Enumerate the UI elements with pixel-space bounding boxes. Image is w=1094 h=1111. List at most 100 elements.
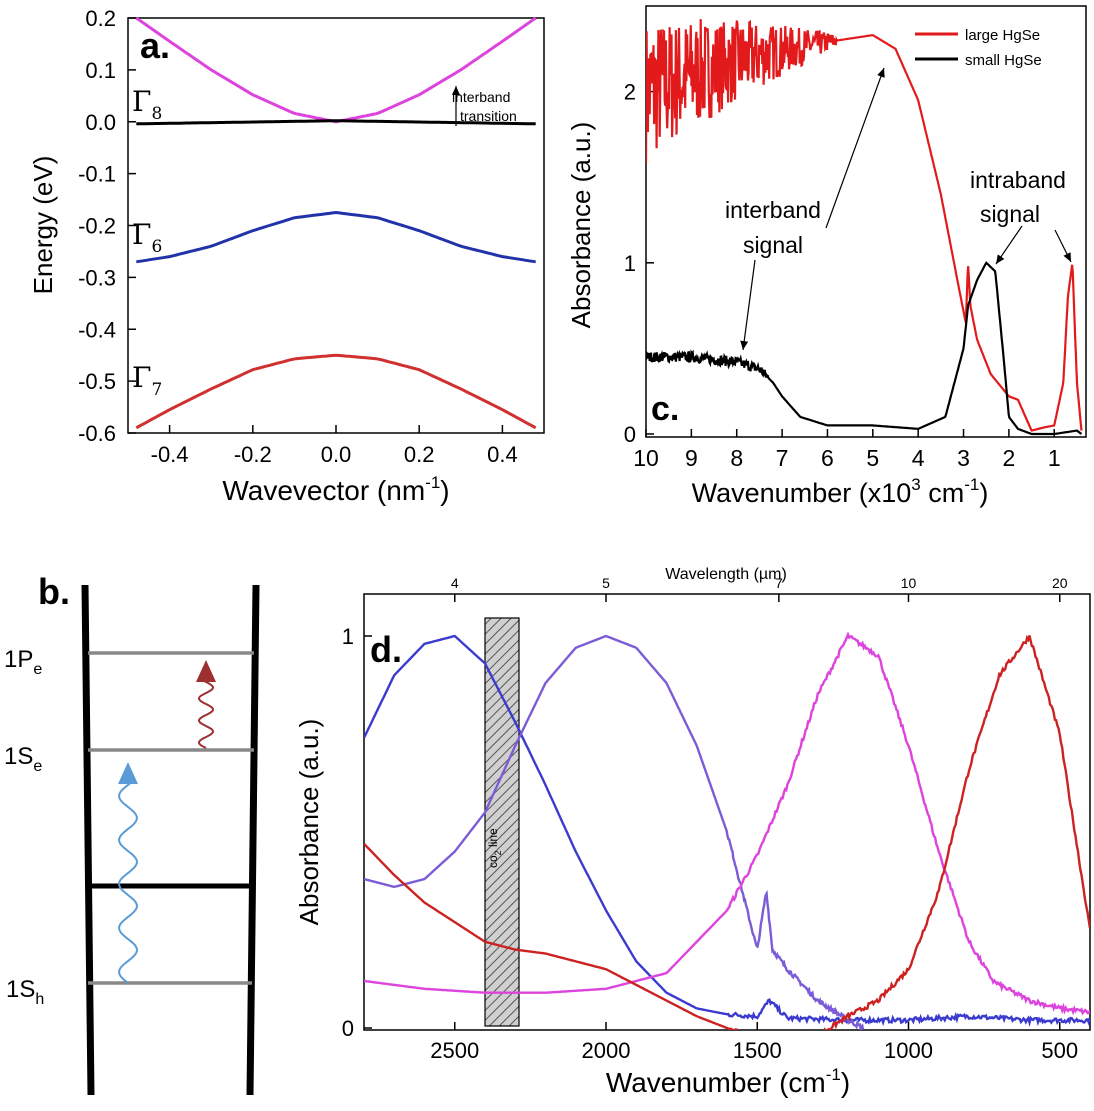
- panel-d-xtick-label: 500: [1041, 1038, 1078, 1063]
- panel-a-ytick-label: 0.1: [85, 58, 116, 83]
- band-curve-2: [136, 210, 536, 264]
- panel-d-xtick-label: 1500: [733, 1038, 782, 1063]
- level-label-1se: 1Se: [4, 743, 42, 775]
- panel-d-label: d.: [370, 629, 402, 670]
- panel-a-ytick-label: -0.1: [78, 162, 116, 187]
- panel-a-xlabel: Wavevector (nm-1): [222, 473, 449, 506]
- panel-a-ylabel: Energy (eV): [28, 156, 58, 295]
- panel-b-label: b.: [38, 571, 70, 612]
- co2-line-label: co2 line: [486, 828, 503, 868]
- panel-c-legend: large HgSe small HgSe: [915, 27, 1042, 69]
- panel-a-xtick-label: 0.2: [404, 442, 435, 467]
- panel-d-top-tick-label: 10: [901, 575, 917, 591]
- intraband-arrow-small: [995, 225, 1023, 265]
- co2-band: [484, 617, 520, 1027]
- panel-d-xtick-label: 2500: [430, 1038, 479, 1063]
- panel-d-curves: [364, 631, 1090, 1030]
- panel-d-top-axis-label: Wavelength (µm): [665, 566, 787, 583]
- panel-c-xtick-label: 2: [1002, 445, 1015, 471]
- panel-a-annotation-line1: interband: [452, 89, 510, 105]
- panel-c-curves: [646, 19, 1083, 436]
- panel-a-ticks: -0.4 -0.2 0.0 0.2 0.4 0.2 0.1 0.0 -0.1 -0.2 -0.3 -0…: [78, 6, 518, 467]
- absorption-curve-0: [364, 634, 1090, 1028]
- panel-a-xtick-label: -0.4: [151, 442, 189, 467]
- intraband-annotation-line1: intraband: [970, 167, 1066, 193]
- panel-a-frame: [127, 17, 545, 434]
- panel-c-xtick-label: 4: [912, 445, 925, 471]
- panel-d-top-tick-label: 5: [602, 575, 610, 591]
- panel-c-ylabel: Absorbance (a.u.): [566, 122, 596, 329]
- panel-b: b. 1Pe 1Se 1Sh: [4, 571, 260, 1096]
- spectrum-large: [646, 19, 1083, 432]
- absorption-curve-2: [364, 631, 1090, 1016]
- panel-d-top-tick-label: 4: [451, 575, 459, 591]
- panel-c-xtick-label: 6: [821, 445, 834, 471]
- intraband-photon-arrow: [197, 679, 215, 749]
- panel-d-ytick-label: 0: [342, 1016, 354, 1041]
- panel-a-ytick-label: -0.3: [78, 265, 116, 290]
- panel-c-xtick-label: 9: [685, 445, 698, 471]
- panel-a-ytick-label: 0.2: [85, 6, 116, 31]
- panel-a-ytick-label: -0.4: [78, 317, 116, 342]
- panel-d-xtick-label: 1000: [884, 1038, 933, 1063]
- panel-d-ylabel: Absorbance (a.u.): [294, 719, 324, 926]
- level-label-1pe: 1Pe: [4, 646, 42, 678]
- intraband-arrow-large: [1054, 229, 1072, 263]
- panel-c-ytick-label: 0: [624, 422, 636, 447]
- panel-c-xtick-label: 10: [633, 445, 659, 471]
- absorption-curve-3: [364, 635, 1090, 1030]
- panel-c-xtick-label: 8: [730, 445, 743, 471]
- potential-wall-left: [81, 584, 95, 1096]
- intraband-photon-arrow-head: [196, 660, 216, 682]
- interband-annotation-line1: interband: [725, 197, 821, 223]
- band-label-gamma8: Γ8: [132, 85, 162, 124]
- panel-d-top-tick-label: 20: [1052, 575, 1068, 591]
- panel-d-top-tick-label: 7: [775, 575, 783, 591]
- interband-photon-arrow: [117, 781, 139, 984]
- panel-a-ytick-label: -0.5: [78, 369, 116, 394]
- potential-wall-right: [246, 584, 260, 1096]
- panel-c-ytick-label: 1: [624, 251, 636, 276]
- panel-a-xtick-label: 0.0: [321, 442, 352, 467]
- band-curve-1: [136, 119, 536, 126]
- panel-a-xtick-label: 0.4: [487, 442, 518, 467]
- interband-arrow-large: [825, 67, 885, 229]
- panel-d-frame: [363, 593, 1091, 1031]
- band-label-gamma7: Γ7: [132, 361, 162, 400]
- interband-photon-arrow-head: [118, 762, 138, 784]
- absorption-curve-1: [364, 634, 865, 1030]
- panel-a-annotation-line2: transition: [460, 108, 517, 124]
- legend-label-large: large HgSe: [965, 27, 1040, 44]
- panel-c-frame: [645, 5, 1087, 438]
- legend-label-small: small HgSe: [965, 52, 1042, 69]
- panel-c-xtick-label: 3: [957, 445, 970, 471]
- band-curve-3: [135, 353, 537, 430]
- panel-c-xtick-label: 5: [866, 445, 879, 471]
- panel-d-ytick-label: 1: [342, 624, 354, 649]
- spectrum-small: [646, 261, 1083, 436]
- panel-a-ytick-label: 0.0: [85, 110, 116, 135]
- panel-b-arrows: [117, 660, 216, 984]
- panel-a-curves: [135, 16, 537, 430]
- panel-d-xtick-label: 2000: [582, 1038, 631, 1063]
- panel-c-label: c.: [651, 390, 679, 428]
- panel-c-ytick-label: 2: [624, 80, 636, 105]
- panel-a-ytick-label: -0.2: [78, 214, 116, 239]
- interband-annotation-line2: signal: [743, 232, 803, 258]
- level-label-1sh: 1Sh: [6, 976, 44, 1008]
- panel-d-xlabel: Wavenumber (cm-1): [606, 1065, 850, 1098]
- panel-c-xtick-label: 7: [776, 445, 789, 471]
- panel-a: -0.4 -0.2 0.0 0.2 0.4 0.2 0.1 0.0 -0.1 -0.2 -0.3 -0…: [28, 6, 545, 506]
- panel-a-xtick-label: -0.2: [234, 442, 272, 467]
- band-label-gamma6: Γ6: [132, 218, 162, 257]
- panel-c-xtick-label: 1: [1048, 445, 1061, 471]
- interband-arrow-small: [740, 259, 756, 351]
- panel-c-xlabel: Wavenumber (x103 cm-1): [692, 475, 989, 508]
- intraband-annotation-line2: signal: [980, 201, 1040, 227]
- panel-a-ytick-label: -0.6: [78, 421, 116, 446]
